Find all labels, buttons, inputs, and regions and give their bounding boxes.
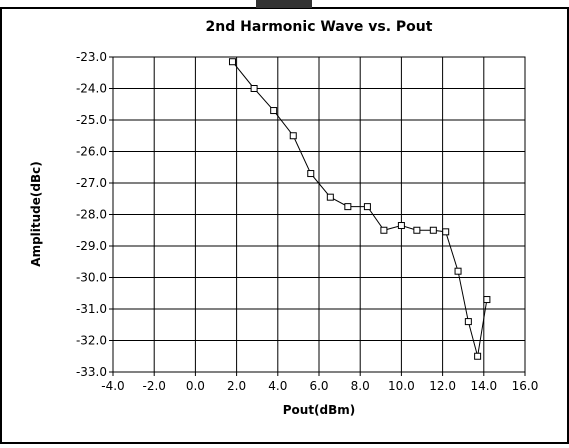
x-tick-label: 8.0: [351, 379, 370, 393]
y-tick-label: -32.0: [76, 334, 107, 348]
x-tick-label: -4.0: [101, 379, 124, 393]
y-tick-label: -27.0: [76, 176, 107, 190]
data-point: [429, 226, 437, 234]
x-axis-label: Pout(dBm): [283, 403, 356, 417]
x-tick-label: 2.0: [227, 379, 246, 393]
data-point: [289, 132, 297, 140]
y-tick-label: -33.0: [76, 365, 107, 379]
data-point: [397, 222, 405, 230]
y-tick-label: -29.0: [76, 239, 107, 253]
data-point: [413, 226, 421, 234]
y-tick-label: -30.0: [76, 271, 107, 285]
data-point: [363, 203, 371, 211]
data-point: [474, 352, 482, 360]
x-tick-label: 10.0: [388, 379, 415, 393]
y-tick-label: -23.0: [76, 50, 107, 64]
data-point: [454, 267, 462, 275]
x-tick-label: 14.0: [470, 379, 497, 393]
y-tick-label: -31.0: [76, 302, 107, 316]
data-point: [380, 226, 388, 234]
y-tick-label: -26.0: [76, 145, 107, 159]
data-point: [344, 203, 352, 211]
x-tick-label: 4.0: [268, 379, 287, 393]
data-point: [483, 296, 491, 304]
data-point: [250, 85, 258, 92]
x-tick-label: 0.0: [186, 379, 205, 393]
y-tick-label: -25.0: [76, 113, 107, 127]
data-point: [270, 107, 278, 115]
data-point: [228, 58, 236, 66]
y-tick-label: -28.0: [76, 208, 107, 222]
x-tick-label: 12.0: [429, 379, 456, 393]
x-tick-label: -2.0: [142, 379, 165, 393]
data-point: [326, 193, 334, 201]
y-tick-label: -24.0: [76, 82, 107, 96]
y-axis-label: Amplitude(dBc): [29, 161, 43, 266]
data-point: [464, 318, 472, 326]
data-point: [442, 228, 450, 236]
data-point: [307, 170, 315, 178]
top-tab: [256, 0, 312, 8]
x-tick-label: 6.0: [309, 379, 328, 393]
x-tick-label: 16.0: [512, 379, 539, 393]
chart-title: 2nd Harmonic Wave vs. Pout: [206, 19, 433, 35]
